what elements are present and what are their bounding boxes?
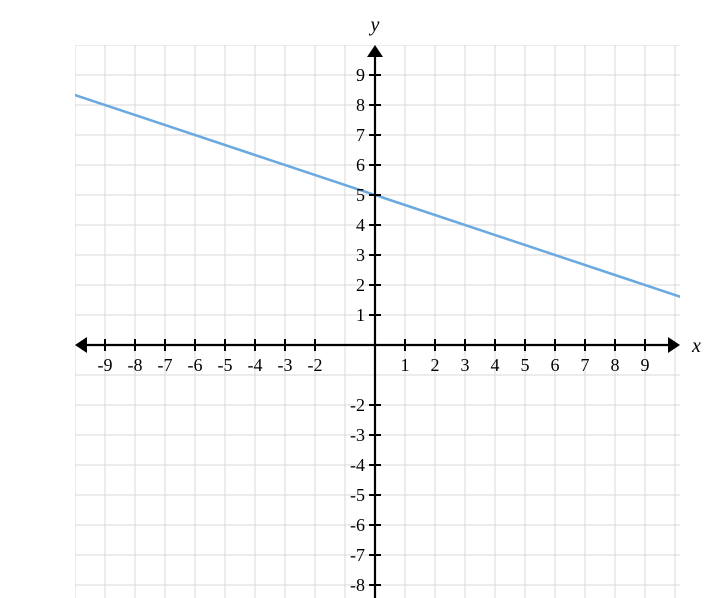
y-tick-label: -4 [350, 455, 365, 475]
y-axis-label: y [369, 14, 380, 36]
y-tick-label: -3 [350, 425, 365, 445]
x-tick-label: 4 [491, 355, 500, 375]
x-tick-label: 6 [551, 355, 560, 375]
chart-svg: -9 -8 -7 -6 -5 -4 -3 -2 1 2 3 4 5 6 7 8 9 1 2 3 4 5 6 7 8 9 -2 -3 -4… [0, 0, 714, 598]
y-tick-label: -5 [350, 485, 365, 505]
y-tick-label: -7 [350, 545, 365, 565]
x-tick-label: -9 [98, 355, 113, 375]
x-tick-label: -4 [248, 355, 263, 375]
x-tick-label: 7 [581, 355, 590, 375]
y-tick-label: 9 [356, 65, 365, 85]
x-tick-label: 1 [401, 355, 410, 375]
y-tick-label: 5 [356, 185, 365, 205]
line-chart: -9 -8 -7 -6 -5 -4 -3 -2 1 2 3 4 5 6 7 8 9 1 2 3 4 5 6 7 8 9 -2 -3 -4… [0, 0, 714, 598]
y-tick-label: 8 [356, 95, 365, 115]
y-tick-label: -2 [350, 395, 365, 415]
x-tick-label: 2 [431, 355, 440, 375]
x-axis-label: x [691, 335, 701, 357]
y-tick-label: 4 [356, 215, 365, 235]
x-tick-label: -8 [128, 355, 143, 375]
y-tick-label: 6 [356, 155, 365, 175]
y-tick-label: -8 [350, 575, 365, 595]
x-tick-label: 5 [521, 355, 530, 375]
y-tick-label: 7 [356, 125, 365, 145]
y-tick-label: -6 [350, 515, 365, 535]
y-tick-label: 2 [356, 275, 365, 295]
x-tick-label: -2 [308, 355, 323, 375]
y-tick-label: 1 [356, 305, 365, 325]
x-tick-label: 9 [641, 355, 650, 375]
x-tick-label: -7 [158, 355, 173, 375]
x-tick-label: 3 [461, 355, 470, 375]
x-tick-label: -6 [188, 355, 203, 375]
x-tick-label: 8 [611, 355, 620, 375]
x-tick-label: -3 [278, 355, 293, 375]
x-tick-label: -5 [218, 355, 233, 375]
y-tick-label: 3 [356, 245, 365, 265]
